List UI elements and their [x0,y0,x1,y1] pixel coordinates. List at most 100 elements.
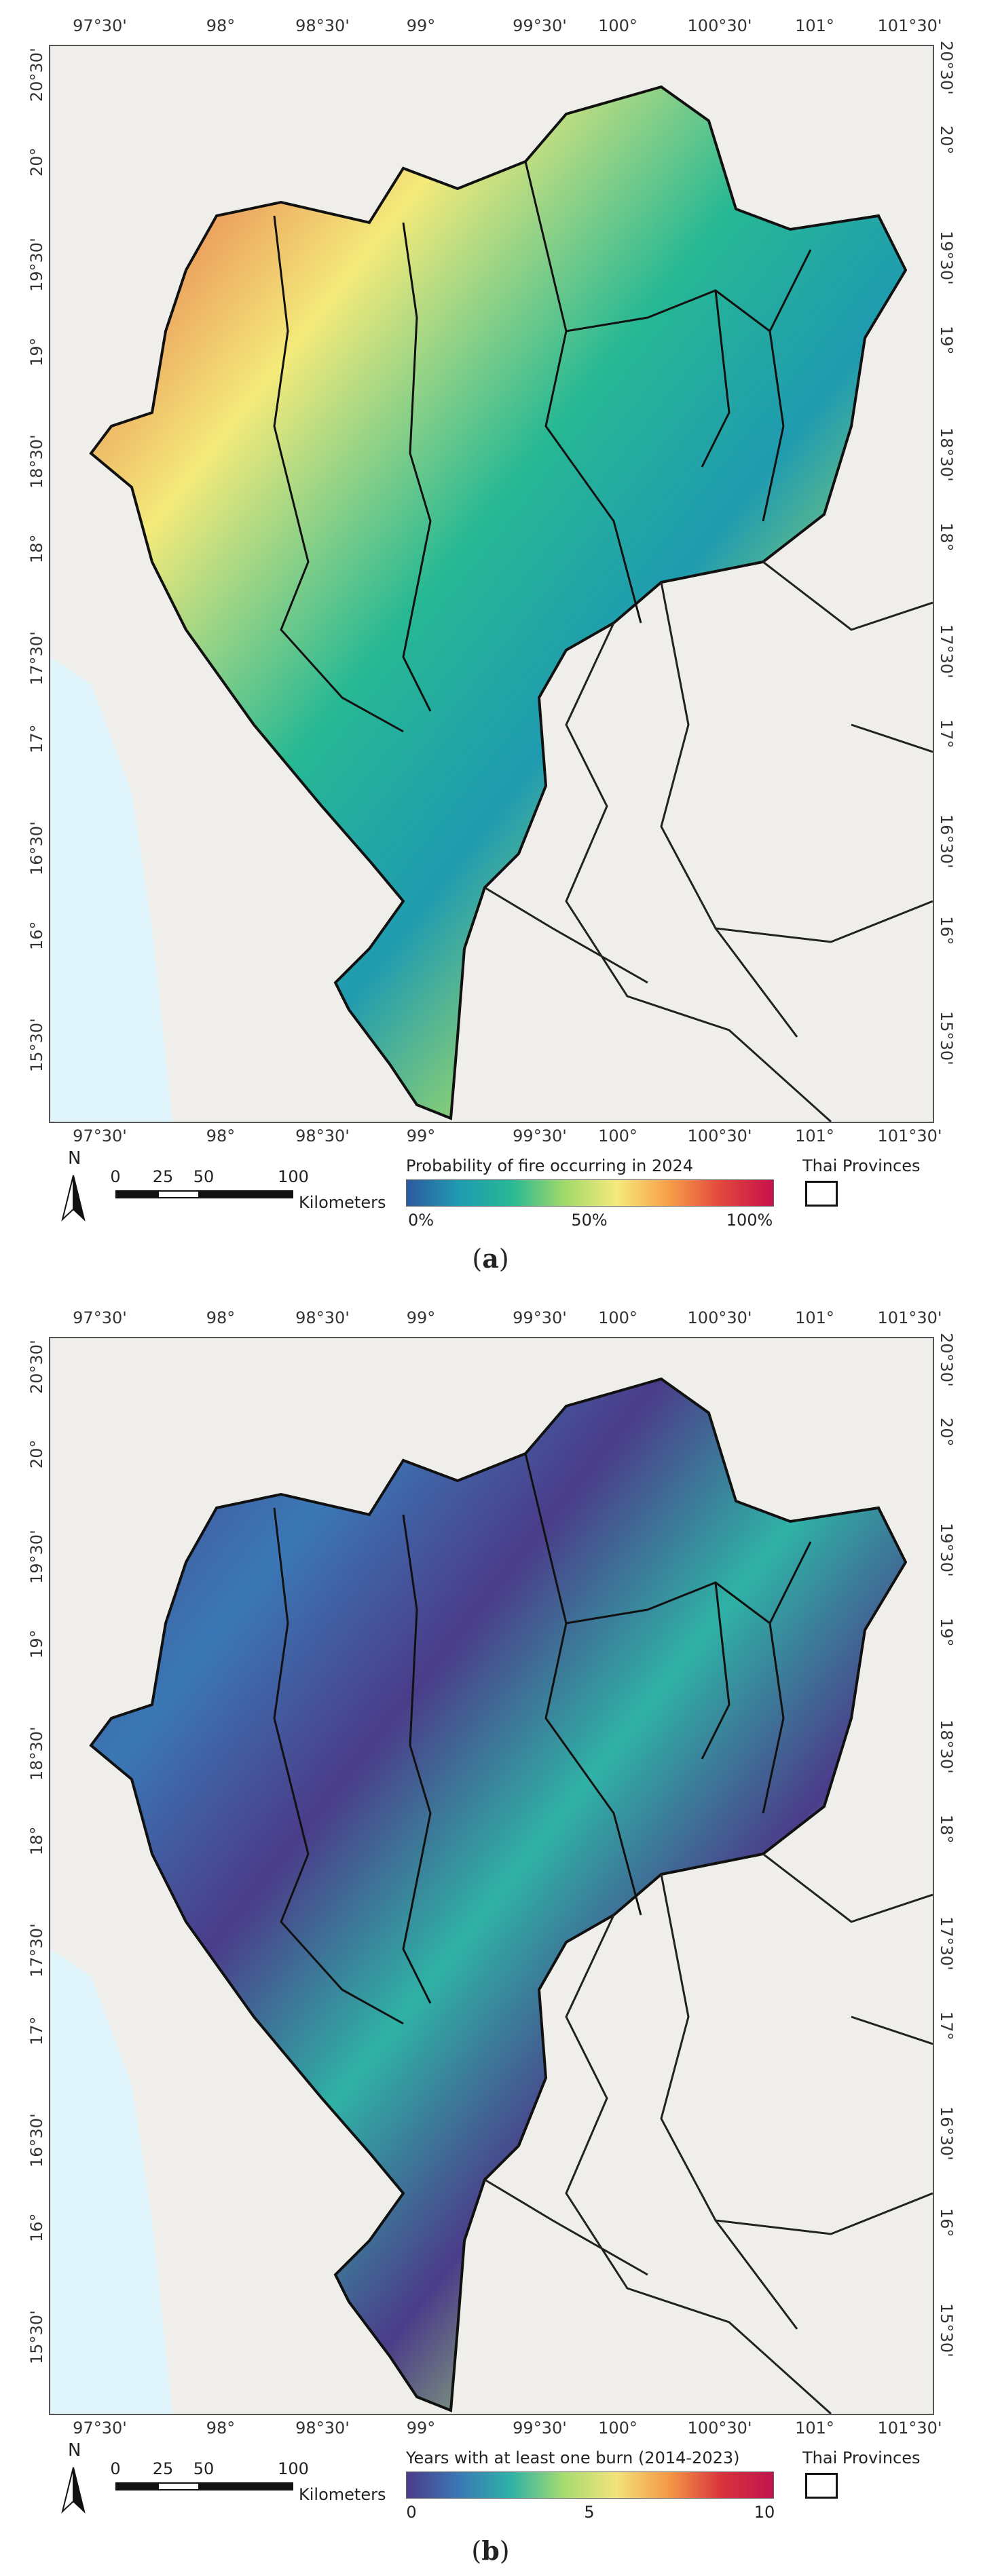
lat-tick: 16°30' [937,2106,956,2161]
provinces-swatch [805,1181,838,1207]
lon-tick: 100° [598,1126,637,1145]
lat-tick: 15°30' [937,2303,956,2357]
lon-tick: 100° [598,2419,637,2438]
lat-tick: 16°30' [27,821,46,875]
legend-tick: 0 [406,2503,417,2522]
scale-label: 50 [193,1167,215,1186]
lat-tick: 18°30' [937,1720,956,1774]
lat-tick: 18°30' [937,428,956,482]
lon-tick: 101° [795,1126,834,1145]
scale-segment [200,1190,293,1198]
lon-tick: 97°30' [73,1308,127,1327]
scale-bar: 0 25 50 100 Kilometers [110,1167,441,1221]
panel-b: 97°30' 98° 98°30' 99° 99°30' 100° 100°30… [0,1289,981,2576]
lon-tick: 98° [206,1126,236,1145]
lon-tick: 101°30' [877,16,942,35]
lon-tick: 100°30' [687,16,752,35]
provinces-label: Thai Provinces [802,2448,921,2467]
lat-tick: 16°30' [27,2113,46,2167]
caption-b: (b) [471,2535,510,2566]
lon-tick: 97°30' [73,16,127,35]
legend-a: N 0 25 50 100 Kilometers Probability of … [0,1148,981,1250]
lon-tick: 98°30' [295,2419,350,2438]
scale-segment [200,2482,293,2490]
province-boundaries-a [273,161,812,733]
lon-tick: 99° [406,1126,436,1145]
lon-tick: 98° [206,16,236,35]
lat-tick: 19°30' [27,238,46,292]
lat-tick: 16° [27,921,46,950]
north-label: N [68,1148,81,1169]
lon-tick: 98° [206,1308,236,1327]
lon-tick: 100°30' [687,1308,752,1327]
scale-segment [115,2482,158,2490]
study-area-fire [89,85,908,1120]
north-arrow-icon [61,2467,86,2514]
legend-title: Probability of fire occurring in 2024 [406,1156,694,1175]
lat-tick: 20°30' [937,41,956,95]
lat-tick: 17°30' [937,624,956,679]
lat-tick: 19° [937,326,956,355]
lon-tick: 100°30' [687,2419,752,2438]
lat-tick: 19°30' [27,1530,46,1584]
legend-tick: 10 [754,2503,775,2522]
map-canvas-a [50,46,933,1122]
panel-a: 97°30' 98° 98°30' 99° 99°30' 100° 100°30… [0,16,981,1274]
lat-tick: 20° [27,147,46,176]
provinces-label: Thai Provinces [802,1156,921,1175]
scale-bar: 0 25 50 100 Kilometers [110,2459,441,2514]
scale-label: 0 [110,1167,121,1186]
scale-unit: Kilometers [299,2485,386,2504]
lat-tick: 19° [27,1629,46,1659]
scale-label: 100 [278,1167,309,1186]
lon-tick: 99°30' [513,1308,567,1327]
thai-provinces-outside-a [484,561,933,1122]
lon-tick: 100°30' [687,1126,752,1145]
lat-tick: 17° [937,2011,956,2041]
legend-tick: 50% [571,1211,608,1230]
lon-tick: 101° [795,1308,834,1327]
lon-tick: 99°30' [513,1126,567,1145]
lat-tick: 20° [937,126,956,155]
lat-tick: 15°30' [27,1018,46,1072]
lat-tick: 19°30' [937,231,956,285]
lon-tick: 99° [406,16,436,35]
lon-tick: 98° [206,2419,236,2438]
lat-tick: 15°30' [27,2310,46,2364]
lat-tick: 18° [937,523,956,552]
lat-tick: 16° [27,2213,46,2242]
color-ramp [406,2471,774,2499]
lat-tick: 20°30' [937,1333,956,1387]
lon-tick: 100° [598,16,637,35]
lat-tick: 16° [937,2208,956,2237]
ocean-area [50,1949,172,2414]
map-burn-years[interactable] [49,1337,934,2415]
lat-tick: 16° [937,916,956,945]
lon-tick: 97°30' [73,1126,127,1145]
lat-tick: 17° [27,2016,46,2045]
province-boundaries-b [273,1453,812,2025]
map-canvas-b [50,1338,933,2414]
lat-tick: 17° [27,724,46,753]
lat-tick: 17°30' [27,1923,46,1977]
ocean-area [50,657,172,1122]
scale-segment [158,1190,200,1198]
scale-label: 25 [152,2459,174,2478]
legend-b: N 0 25 50 100 Kilometers Years with at l… [0,2440,981,2542]
lon-tick: 98°30' [295,1308,350,1327]
lat-tick: 17° [937,719,956,749]
lat-tick: 20° [937,1418,956,1447]
map-fire-probability[interactable] [49,45,934,1123]
lat-tick: 19° [27,337,46,366]
lon-tick: 101°30' [877,1308,942,1327]
lat-tick: 20° [27,1439,46,1469]
scale-segment [115,1190,158,1198]
north-arrow-icon [61,1175,86,1222]
lon-tick: 101° [795,16,834,35]
lon-tick: 98°30' [295,16,350,35]
scale-label: 25 [152,1167,174,1186]
color-ramp [406,1179,774,1207]
lon-tick: 101° [795,2419,834,2438]
scale-label: 100 [278,2459,309,2478]
thai-provinces-outside-b [484,1853,933,2414]
